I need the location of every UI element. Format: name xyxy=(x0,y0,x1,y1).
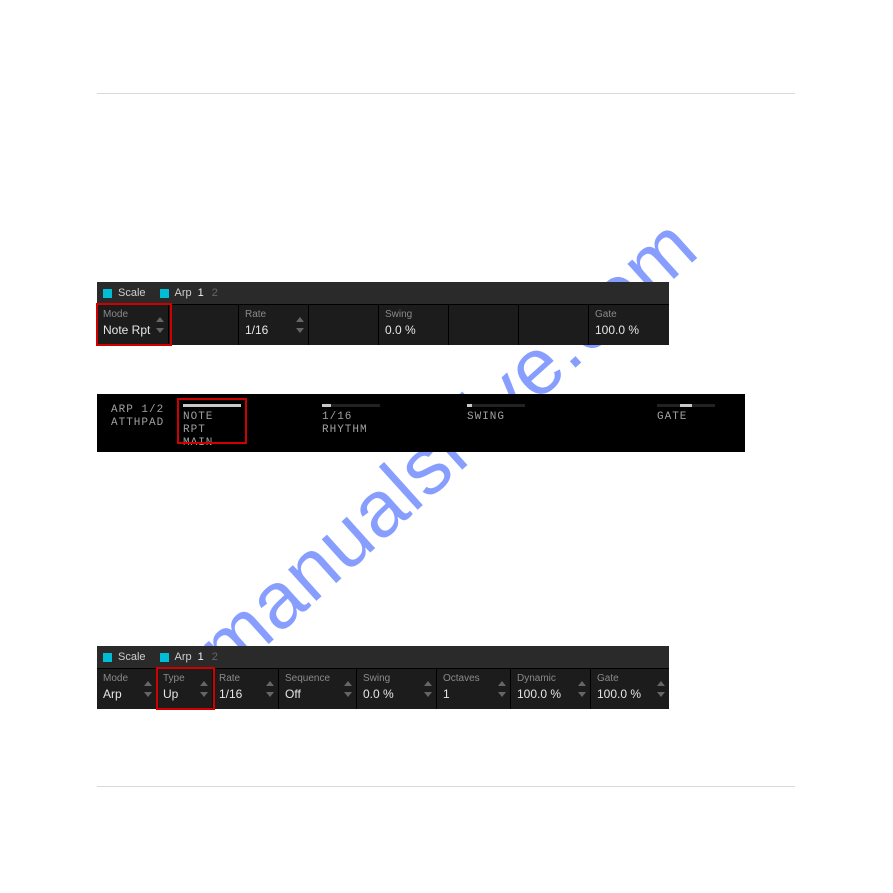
arp-page-active[interactable]: 1 xyxy=(198,287,204,299)
hw-param-4: GATE xyxy=(657,404,715,424)
value-bar xyxy=(183,404,241,407)
cell-value: 0.0 % xyxy=(385,321,442,339)
hw-line1: NOTE RPT xyxy=(183,411,241,437)
stepper-icon[interactable] xyxy=(156,317,164,333)
octaves-cell[interactable]: Octaves1 xyxy=(437,669,511,709)
arp-page-active[interactable]: 1 xyxy=(198,651,204,663)
cell-label: Swing xyxy=(363,673,430,685)
cell-label: Rate xyxy=(219,673,272,685)
arp-page-inactive[interactable]: 2 xyxy=(212,287,218,299)
arp-indicator-icon xyxy=(160,653,169,662)
rate-cell[interactable]: Rate1/16 xyxy=(213,669,279,709)
sequence-cell[interactable]: SequenceOff xyxy=(279,669,357,709)
stepper-icon[interactable] xyxy=(578,681,586,697)
stepper-icon[interactable] xyxy=(266,681,274,697)
scale-label: Scale xyxy=(118,651,146,663)
hw-line1: ARP 1/2 xyxy=(111,404,169,417)
value-bar xyxy=(467,404,525,407)
arp-label: Arp xyxy=(175,651,192,663)
parameter-row: ModeNote Rpt Rate1/16 Swing0.0 % Gate100.0 … xyxy=(97,305,669,345)
cell-value: 100.0 % xyxy=(517,685,584,703)
empty-cell xyxy=(309,305,379,345)
mode-cell[interactable]: ModeNote Rpt xyxy=(97,305,169,345)
cell-label: Dynamic xyxy=(517,673,584,685)
scale-label: Scale xyxy=(118,287,146,299)
stepper-icon[interactable] xyxy=(296,317,304,333)
cell-label: Gate xyxy=(595,309,663,321)
cell-value: 1/16 xyxy=(219,685,272,703)
cell-label: Sequence xyxy=(285,673,350,685)
parameter-row: ModeArpTypeUpRate1/16SequenceOffSwing0.0… xyxy=(97,669,669,709)
hw-line2: MAIN xyxy=(183,437,241,450)
mode-cell[interactable]: ModeArp xyxy=(97,669,157,709)
scale-indicator-icon xyxy=(103,653,112,662)
hw-line2: RHYTHM xyxy=(322,424,380,437)
hw-param-3: SWING xyxy=(467,404,525,424)
arp-label: Arp xyxy=(175,287,192,299)
stepper-icon[interactable] xyxy=(657,681,665,697)
empty-cell xyxy=(519,305,589,345)
arp-page-inactive[interactable]: 2 xyxy=(212,651,218,663)
empty-cell xyxy=(449,305,519,345)
gate-cell[interactable]: Gate100.0 % xyxy=(589,305,669,345)
cell-value: 0.0 % xyxy=(363,685,430,703)
value-bar xyxy=(322,404,380,407)
hw-line1: GATE xyxy=(657,411,715,424)
dynamic-cell[interactable]: Dynamic100.0 % xyxy=(511,669,591,709)
type-cell[interactable]: TypeUp xyxy=(157,669,213,709)
panel-header: Scale Arp 1 2 xyxy=(97,282,669,305)
divider-bottom xyxy=(97,786,795,787)
cell-label: Octaves xyxy=(443,673,504,685)
cell-label: Rate xyxy=(245,309,302,321)
divider-top xyxy=(97,93,795,94)
arp-panel-note-repeat: Scale Arp 1 2 ModeNote Rpt Rate1/16 Swing0… xyxy=(97,282,669,345)
cell-value: 1 xyxy=(443,685,504,703)
panel-header: Scale Arp 1 2 xyxy=(97,646,669,669)
cell-value: 100.0 % xyxy=(597,685,663,703)
hw-param-1: NOTE RPTMAIN xyxy=(183,404,241,450)
arp-indicator-icon xyxy=(160,289,169,298)
gate-cell[interactable]: Gate100.0 % xyxy=(591,669,669,709)
swing-cell[interactable]: Swing0.0 % xyxy=(379,305,449,345)
stepper-icon[interactable] xyxy=(498,681,506,697)
cell-value: Note Rpt xyxy=(103,321,162,339)
cell-label: Swing xyxy=(385,309,442,321)
cell-value: 1/16 xyxy=(245,321,302,339)
rate-cell[interactable]: Rate1/16 xyxy=(239,305,309,345)
hw-line1: 1/16 xyxy=(322,411,380,424)
hw-line1: SWING xyxy=(467,411,525,424)
cell-value: Arp xyxy=(103,685,150,703)
cell-value: 100.0 % xyxy=(595,321,663,339)
stepper-icon[interactable] xyxy=(144,681,152,697)
hw-line2: ATTHPAD xyxy=(111,417,169,430)
cell-label: Mode xyxy=(103,673,150,685)
empty-cell xyxy=(169,305,239,345)
hardware-display: ARP 1/2ATTHPAD NOTE RPTMAIN 1/16RHYTHM SWIN… xyxy=(97,394,745,452)
cell-label: Gate xyxy=(597,673,663,685)
stepper-icon[interactable] xyxy=(344,681,352,697)
scale-indicator-icon xyxy=(103,289,112,298)
hw-param-2: 1/16RHYTHM xyxy=(322,404,380,437)
arp-panel-arp-mode: Scale Arp 1 2 ModeArpTypeUpRate1/16Seque… xyxy=(97,646,669,709)
stepper-icon[interactable] xyxy=(424,681,432,697)
cell-value: Off xyxy=(285,685,350,703)
swing-cell[interactable]: Swing0.0 % xyxy=(357,669,437,709)
value-bar xyxy=(657,404,715,407)
stepper-icon[interactable] xyxy=(200,681,208,697)
hw-param-0: ARP 1/2ATTHPAD xyxy=(111,404,169,430)
cell-label: Mode xyxy=(103,309,162,321)
